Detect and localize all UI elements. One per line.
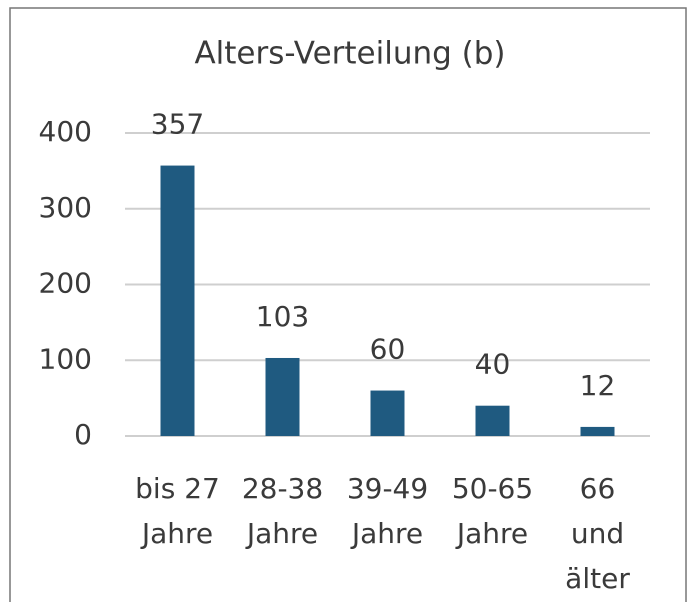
value-label: 40 — [475, 348, 511, 381]
value-label: 12 — [580, 369, 616, 402]
y-tick-label: 400 — [39, 115, 92, 148]
x-tick-label: älter — [565, 562, 630, 595]
x-tick-label: 28-38 — [242, 472, 323, 505]
y-tick-label: 300 — [39, 191, 92, 224]
x-tick-label: 66 — [580, 472, 616, 505]
value-label: 103 — [256, 300, 309, 333]
bar — [370, 390, 405, 436]
bar — [580, 426, 615, 436]
x-tick-label: bis 27 — [135, 472, 220, 505]
bar — [265, 357, 300, 436]
value-label: 60 — [370, 333, 406, 366]
frame — [9, 7, 687, 602]
x-tick-label: 39-49 — [347, 472, 428, 505]
x-tick-label: Jahre — [455, 517, 528, 550]
y-tick-label: 200 — [39, 267, 92, 300]
x-tick-label: Jahre — [140, 517, 213, 550]
x-tick-label: Jahre — [245, 517, 318, 550]
y-tick-label: 100 — [39, 342, 92, 375]
bar — [475, 405, 510, 436]
bar — [160, 165, 195, 436]
x-tick-label: Jahre — [350, 517, 423, 550]
x-tick-label: und — [571, 517, 624, 550]
x-tick-label: 50-65 — [452, 472, 533, 505]
value-label: 357 — [151, 108, 204, 141]
y-tick-label: 0 — [74, 418, 92, 451]
chart-title: Alters-Verteilung (b) — [194, 36, 505, 72]
